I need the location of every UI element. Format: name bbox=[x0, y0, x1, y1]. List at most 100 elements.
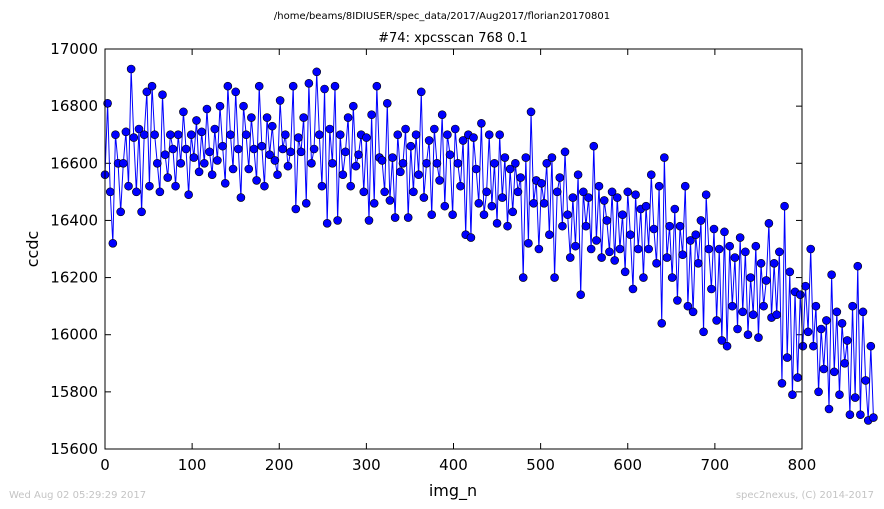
data-point bbox=[780, 201, 789, 211]
data-point bbox=[628, 284, 638, 294]
data-point bbox=[835, 390, 844, 400]
data-point bbox=[315, 130, 324, 140]
data-point bbox=[722, 341, 732, 351]
data-point bbox=[160, 150, 170, 160]
data-point bbox=[328, 158, 337, 168]
data-point bbox=[848, 301, 857, 311]
data-point bbox=[364, 216, 374, 225]
data-point bbox=[754, 333, 763, 342]
x-tick-label: 100 bbox=[178, 456, 207, 474]
data-point bbox=[782, 353, 792, 362]
data-point bbox=[547, 153, 557, 162]
data-point bbox=[176, 158, 186, 168]
data-point bbox=[775, 247, 784, 257]
data-point bbox=[814, 387, 823, 397]
data-point bbox=[746, 273, 755, 282]
data-point bbox=[717, 336, 727, 345]
data-point bbox=[320, 84, 329, 94]
data-point bbox=[168, 144, 178, 154]
data-point bbox=[231, 87, 240, 97]
y-tick-label: 15600 bbox=[50, 440, 98, 458]
data-point bbox=[832, 307, 842, 317]
data-point bbox=[769, 258, 779, 268]
data-point bbox=[116, 207, 125, 217]
data-point bbox=[466, 233, 476, 242]
x-tick-label: 400 bbox=[439, 456, 468, 474]
data-point bbox=[861, 376, 870, 385]
data-point bbox=[605, 247, 614, 257]
data-point bbox=[474, 198, 484, 208]
data-point bbox=[701, 190, 711, 200]
y-tick-label: 16600 bbox=[50, 154, 98, 172]
data-point bbox=[223, 81, 233, 91]
data-point bbox=[785, 267, 795, 277]
data-point bbox=[307, 158, 316, 168]
data-point bbox=[213, 156, 222, 165]
data-point bbox=[597, 253, 606, 262]
data-point bbox=[660, 153, 669, 162]
data-point bbox=[678, 250, 687, 260]
timestamp-footer: Wed Aug 02 05:29:29 2017 bbox=[9, 490, 146, 501]
data-point bbox=[584, 193, 593, 202]
data-point bbox=[761, 276, 771, 285]
data-point bbox=[824, 404, 834, 414]
data-point bbox=[837, 318, 847, 328]
data-point bbox=[688, 307, 698, 317]
data-point bbox=[568, 193, 578, 202]
data-point bbox=[241, 130, 251, 140]
data-point bbox=[430, 124, 439, 134]
data-point bbox=[325, 124, 335, 134]
data-point bbox=[571, 241, 580, 251]
data-point bbox=[856, 410, 865, 420]
data-point bbox=[484, 130, 494, 140]
data-point bbox=[265, 150, 274, 160]
data-point bbox=[341, 147, 350, 157]
data-point bbox=[756, 258, 766, 268]
data-point bbox=[458, 136, 468, 145]
x-tick-label: 500 bbox=[526, 456, 555, 474]
data-point bbox=[228, 164, 238, 174]
data-point bbox=[626, 230, 635, 240]
data-point bbox=[490, 158, 499, 168]
data-point bbox=[189, 153, 199, 162]
data-point bbox=[205, 147, 214, 157]
data-point bbox=[759, 301, 768, 311]
data-point bbox=[278, 144, 288, 154]
data-point bbox=[380, 187, 389, 197]
chart-title: #74: xpcsscan 768 0.1 bbox=[378, 31, 528, 46]
data-point bbox=[607, 187, 617, 197]
data-point bbox=[152, 158, 162, 168]
data-point bbox=[385, 196, 395, 205]
data-point bbox=[654, 181, 664, 191]
data-point bbox=[602, 216, 612, 225]
data-point bbox=[236, 193, 246, 202]
data-point bbox=[145, 181, 154, 191]
data-point bbox=[560, 147, 570, 157]
data-point bbox=[158, 90, 167, 100]
data-point bbox=[720, 227, 729, 237]
data-point bbox=[390, 213, 400, 222]
y-tick-label: 15800 bbox=[50, 383, 98, 401]
y-axis: 15600 15800 16000 16200 16400 16600 16800 17000 bbox=[50, 40, 802, 458]
data-point bbox=[105, 187, 115, 197]
data-point bbox=[453, 158, 463, 168]
data-point bbox=[727, 301, 737, 311]
data-point bbox=[565, 253, 575, 262]
data-point bbox=[210, 124, 220, 134]
data-point bbox=[396, 167, 405, 177]
data-point bbox=[725, 241, 734, 251]
data-point bbox=[218, 141, 227, 151]
data-point bbox=[322, 218, 332, 228]
data-point bbox=[398, 158, 408, 168]
data-point bbox=[226, 130, 235, 140]
data-point bbox=[288, 81, 298, 91]
data-point bbox=[680, 181, 690, 191]
data-point bbox=[181, 144, 191, 154]
data-point bbox=[281, 130, 290, 140]
data-point bbox=[147, 81, 157, 91]
data-point bbox=[513, 187, 523, 197]
data-point bbox=[346, 181, 355, 191]
data-point bbox=[416, 87, 426, 97]
data-point bbox=[309, 144, 319, 154]
data-point bbox=[388, 153, 397, 162]
